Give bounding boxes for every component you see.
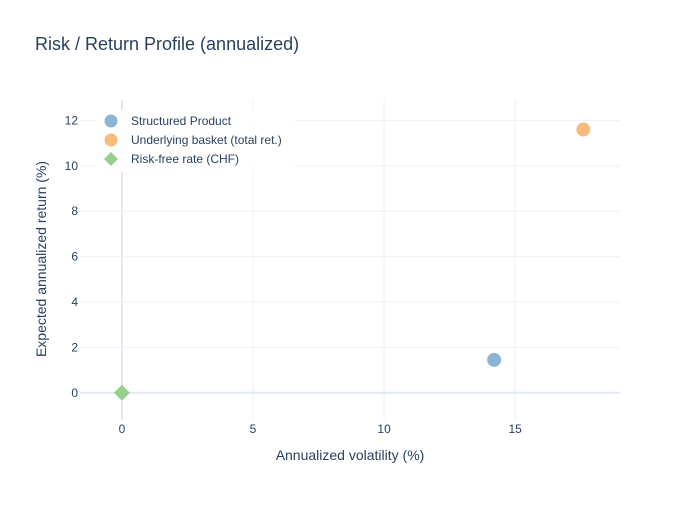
data-point-diamond[interactable] — [113, 384, 130, 401]
y-tick-label: 2 — [71, 340, 78, 354]
legend-item[interactable]: Underlying basket (total ret.) — [104, 133, 282, 147]
y-axis-title: Expected annualized return (%) — [33, 161, 49, 357]
x-tick-label: 15 — [508, 422, 522, 436]
y-tick-label: 0 — [71, 386, 78, 400]
legend-swatch-circle — [104, 133, 118, 147]
legend[interactable]: Structured Product Underlying basket (tot… — [97, 110, 295, 172]
legend-item[interactable]: Structured Product — [104, 114, 232, 128]
chart-title: Risk / Return Profile (annualized) — [35, 34, 299, 54]
data-point-circle[interactable] — [576, 122, 591, 137]
legend-swatch-circle — [104, 114, 118, 128]
legend-swatch-diamond — [104, 152, 118, 166]
legend-label: Risk-free rate (CHF) — [131, 152, 239, 166]
x-tick-label: 0 — [119, 422, 126, 436]
y-tick-label: 8 — [71, 204, 78, 218]
y-tick-label: 4 — [71, 295, 78, 309]
tick-labels: 0 5 10 15 0 2 4 6 8 10 12 — [65, 113, 522, 436]
data-markers — [113, 122, 591, 401]
x-axis-title: Annualized volatility (%) — [276, 447, 425, 463]
legend-item[interactable]: Risk-free rate (CHF) — [104, 152, 239, 166]
y-tick-label: 12 — [65, 113, 79, 127]
y-tick-label: 10 — [65, 159, 79, 173]
data-point-circle[interactable] — [487, 352, 502, 367]
legend-label: Structured Product — [131, 114, 232, 128]
legend-background — [97, 110, 295, 172]
legend-label: Underlying basket (total ret.) — [131, 133, 282, 147]
x-tick-label: 5 — [250, 422, 257, 436]
x-tick-label: 10 — [377, 422, 391, 436]
y-tick-label: 6 — [71, 250, 78, 264]
